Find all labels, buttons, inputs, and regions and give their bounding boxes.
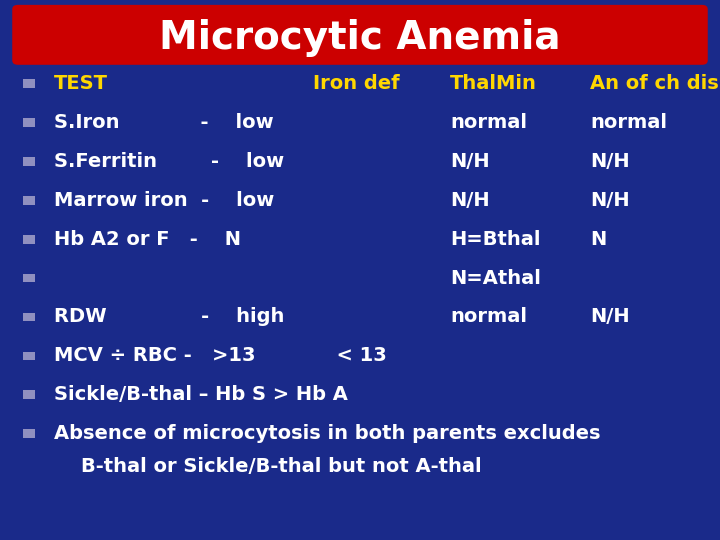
Text: MCV ÷ RBC -   >13            < 13: MCV ÷ RBC - >13 < 13 [54, 346, 387, 366]
Text: N: N [590, 230, 607, 249]
Text: TEST: TEST [54, 74, 108, 93]
Bar [23, 313, 35, 321]
FancyBboxPatch shape [12, 5, 708, 65]
Text: ThalMin: ThalMin [450, 74, 537, 93]
Text: Iron def: Iron def [313, 74, 400, 93]
Text: N/H: N/H [450, 152, 490, 171]
Bar [23, 352, 35, 360]
Text: An of ch dis: An of ch dis [590, 74, 719, 93]
Bar [23, 157, 35, 166]
Text: normal: normal [590, 113, 667, 132]
Text: Hb A2 or F   -    N: Hb A2 or F - N [54, 230, 241, 249]
Bar [23, 390, 35, 399]
Bar [23, 235, 35, 244]
Bar [23, 429, 35, 438]
Text: Microcytic Anemia: Microcytic Anemia [159, 19, 561, 57]
Text: S.Ferritin        -    low: S.Ferritin - low [54, 152, 284, 171]
Text: H=Bthal: H=Bthal [450, 230, 541, 249]
Text: N/H: N/H [590, 152, 630, 171]
Text: Sickle/B-thal – Hb S > Hb A: Sickle/B-thal – Hb S > Hb A [54, 385, 348, 404]
Text: N=Athal: N=Athal [450, 268, 541, 288]
Text: N/H: N/H [450, 191, 490, 210]
Text: normal: normal [450, 113, 527, 132]
Bar [23, 196, 35, 205]
Bar [23, 118, 35, 127]
Text: N/H: N/H [590, 191, 630, 210]
Text: Marrow iron  -    low: Marrow iron - low [54, 191, 274, 210]
Text: S.Iron            -    low: S.Iron - low [54, 113, 274, 132]
Text: Absence of microcytosis in both parents excludes: Absence of microcytosis in both parents … [54, 424, 600, 443]
Text: N/H: N/H [590, 307, 630, 327]
Bar [23, 79, 35, 88]
Text: normal: normal [450, 307, 527, 327]
Bar [23, 274, 35, 282]
Text: B-thal or Sickle/B-thal but not A-thal: B-thal or Sickle/B-thal but not A-thal [54, 457, 482, 476]
Text: RDW              -    high: RDW - high [54, 307, 284, 327]
